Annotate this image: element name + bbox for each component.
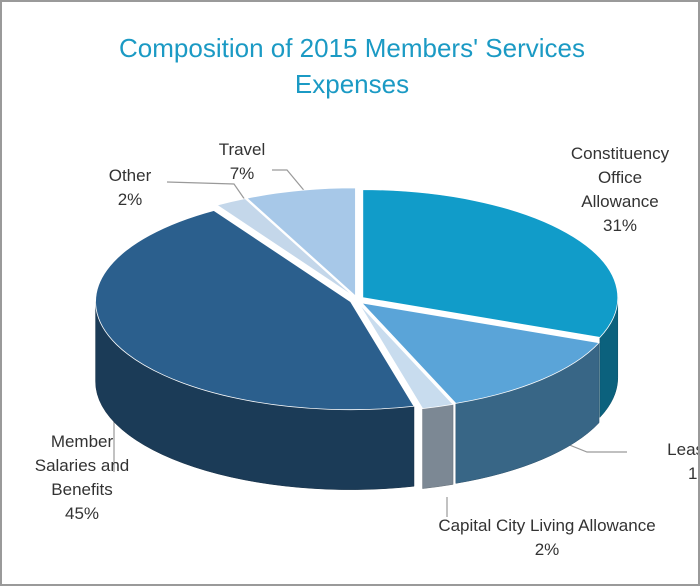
category-label: Travel <box>218 140 266 159</box>
value-label: 13% <box>687 464 698 483</box>
slice <box>246 187 356 297</box>
value-label: 45% <box>64 504 100 523</box>
slice-side <box>422 404 454 489</box>
value-label: 2% <box>534 540 560 559</box>
leader-line <box>272 169 308 195</box>
slice <box>358 303 454 410</box>
value-label: 7% <box>229 164 255 183</box>
category-label: Capital City Living Allowance <box>438 516 656 535</box>
value-label: 31% <box>602 216 638 235</box>
slice-label: Constituency Office Allowance 31% <box>562 142 678 238</box>
slice <box>95 210 415 411</box>
slice <box>360 302 600 404</box>
category-label: Other <box>108 166 152 185</box>
category-label: Leases <box>667 440 698 459</box>
slice-label: Capital City Living Allowance 2% <box>382 514 698 562</box>
slice-label: Leases 13% <box>602 438 698 486</box>
slice <box>362 189 619 338</box>
category-label: Constituency Office Allowance <box>570 144 670 211</box>
slice-label: Travel 7% <box>192 138 292 186</box>
slice-tops <box>95 187 619 411</box>
category-label: Member Salaries and Benefits <box>34 432 130 499</box>
slice <box>216 198 354 297</box>
chart-title: Composition of 2015 Members' Services Ex… <box>119 33 585 99</box>
slice-label: Other 2% <box>80 164 180 212</box>
slice-label: Member Salaries and Benefits 45% <box>22 430 142 526</box>
value-label: 2% <box>117 190 143 209</box>
